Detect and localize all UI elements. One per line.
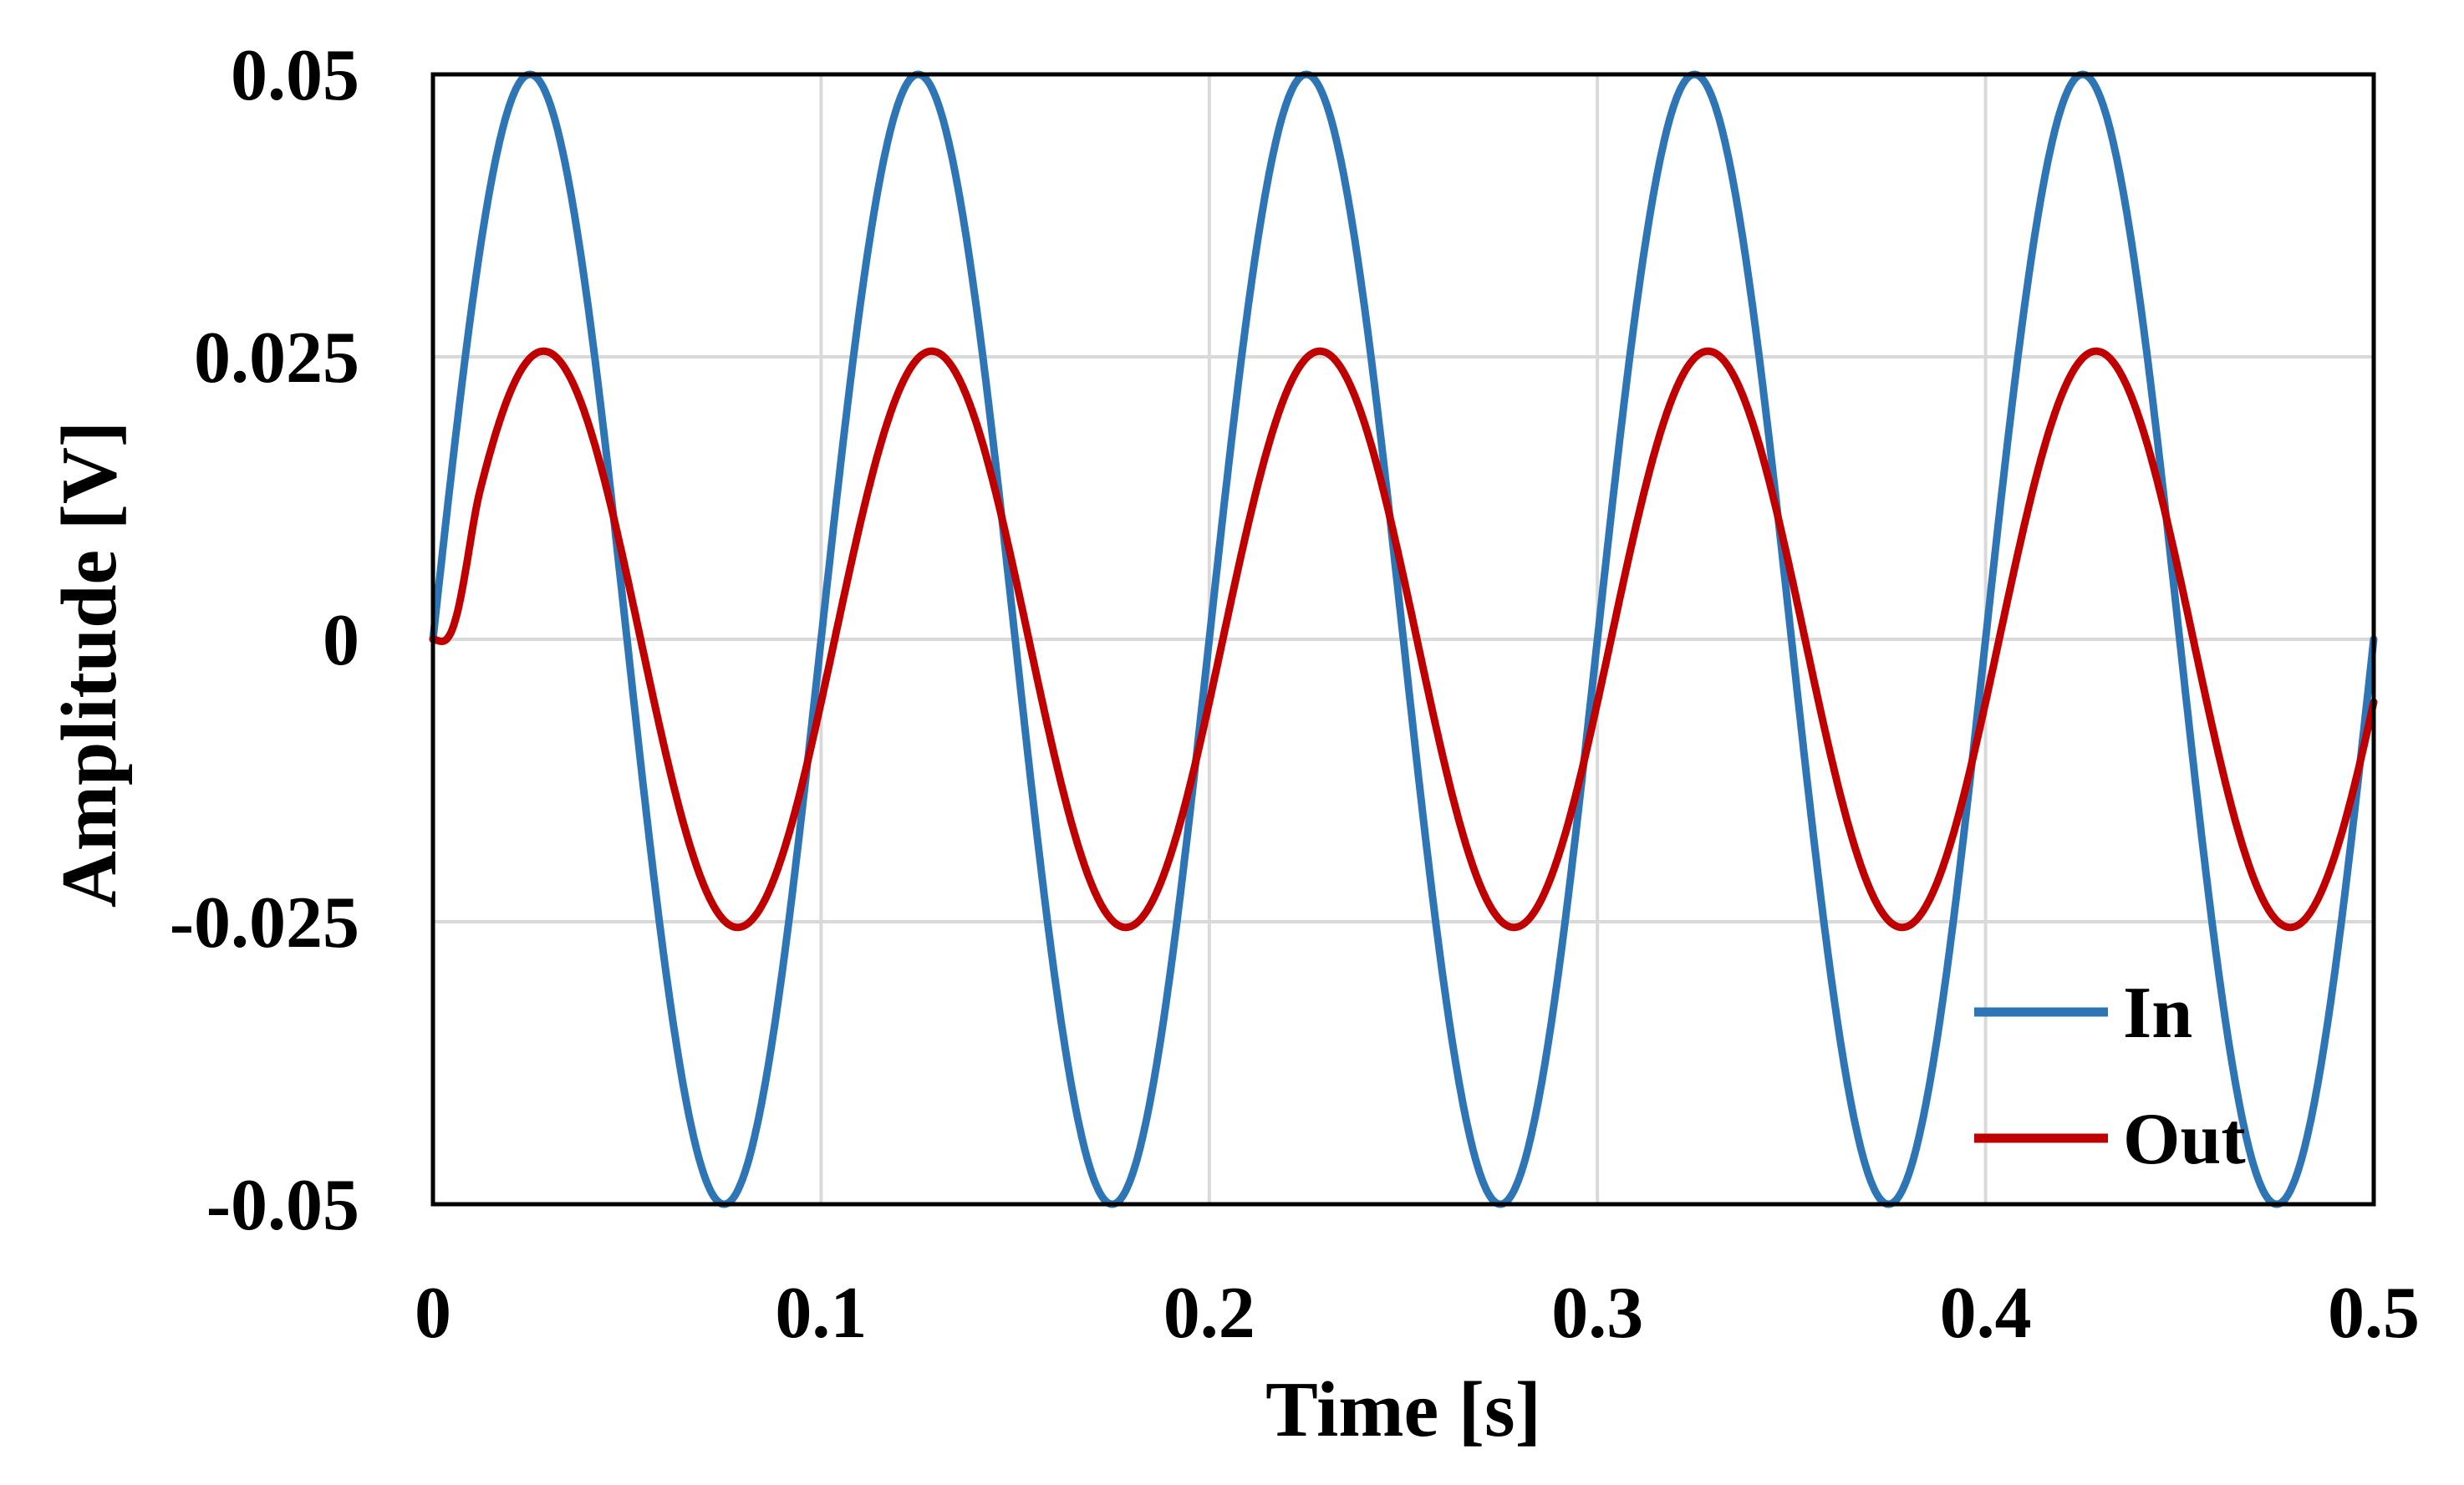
y-tick-label: -0.05: [206, 1165, 359, 1246]
legend-label-in: In: [2123, 973, 2192, 1054]
y-axis-tick-labels: 0.05 0.025 0 -0.025 -0.05: [170, 35, 359, 1246]
legend-label-out: Out: [2123, 1099, 2246, 1180]
x-tick-label: 0: [415, 1273, 451, 1354]
y-tick-label: 0.05: [231, 35, 359, 116]
x-tick-label: 0.1: [775, 1273, 867, 1354]
series-lines: [429, 70, 2378, 1208]
x-axis-tick-labels: 0 0.1 0.2 0.3 0.4 0.5: [415, 1273, 2420, 1354]
x-tick-label: 0.5: [2328, 1273, 2420, 1354]
y-tick-label: 0: [323, 600, 359, 681]
series-line-out: [429, 347, 2378, 932]
y-axis-title: Amplitude [V]: [46, 421, 133, 908]
series-line-in: [429, 70, 2378, 1208]
x-axis-title: Time [s]: [1265, 1366, 1541, 1453]
legend: In Out: [1974, 973, 2246, 1180]
y-tick-label: -0.025: [170, 882, 359, 964]
plot-area-frame: [430, 72, 2376, 1207]
x-tick-label: 0.4: [1940, 1273, 2032, 1354]
y-tick-label: 0.025: [194, 318, 359, 399]
x-tick-label: 0.2: [1163, 1273, 1255, 1354]
x-tick-label: 0.3: [1551, 1273, 1643, 1354]
